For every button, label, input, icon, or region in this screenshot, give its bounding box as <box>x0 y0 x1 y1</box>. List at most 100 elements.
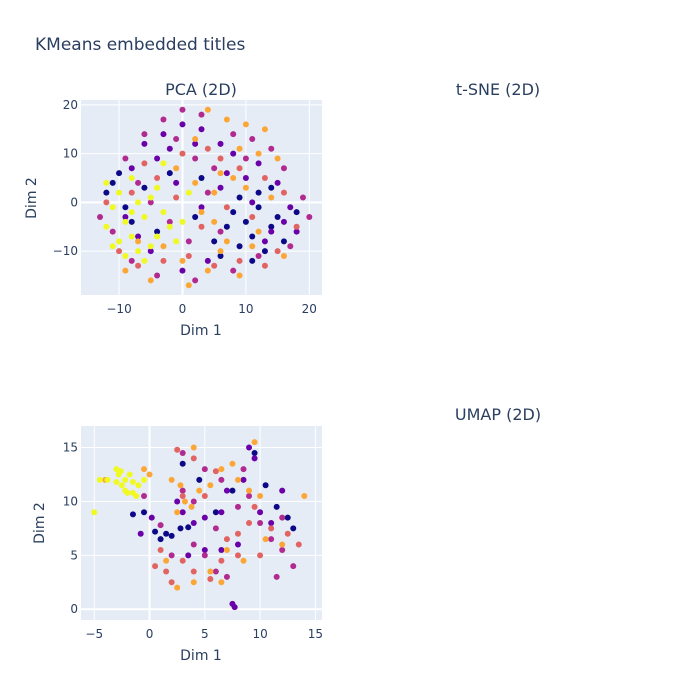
umap-point-cluster-4 <box>257 493 264 500</box>
umap-point-cluster-1 <box>218 546 225 553</box>
pca-point-cluster-1 <box>242 175 249 181</box>
pca-xtick-label: 0 <box>179 302 187 316</box>
pca-point-cluster-3 <box>261 262 268 269</box>
umap-point-cluster-2 <box>179 449 186 456</box>
umap-point-cluster-5 <box>118 482 125 489</box>
umap-point-cluster-2 <box>168 552 175 559</box>
umap-point-cluster-1 <box>223 487 230 494</box>
pca-point-cluster-5 <box>160 160 167 167</box>
pca-ytick-label: 0 <box>70 195 78 209</box>
pca-point-cluster-2 <box>109 228 116 235</box>
pca-point-cluster-4 <box>122 267 129 274</box>
umap-point-cluster-3 <box>163 568 170 575</box>
umap-point-cluster-4 <box>301 493 308 500</box>
umap-point-cluster-1 <box>246 444 253 451</box>
pca-point-cluster-2 <box>166 218 173 225</box>
pca-point-cluster-0 <box>280 238 287 245</box>
umap-point-cluster-3 <box>157 546 164 553</box>
umap-point-cluster-2 <box>212 525 219 532</box>
umap-gridlines <box>81 426 322 620</box>
pca-point-cluster-3 <box>179 150 186 157</box>
umap-point-cluster-0 <box>152 528 159 535</box>
umap-point-cluster-5 <box>126 471 133 478</box>
pca-point-cluster-4 <box>173 165 180 172</box>
pca-xlabel: Dim 1 <box>180 323 222 339</box>
pca-point-cluster-2 <box>147 199 154 206</box>
umap-point-cluster-1 <box>268 520 275 526</box>
pca-point-cluster-2 <box>192 155 199 162</box>
pca-point-cluster-3 <box>261 175 268 181</box>
umap-point-cluster-4 <box>251 439 258 446</box>
pca-gridlines <box>81 100 322 295</box>
umap-point-cluster-4 <box>188 503 195 510</box>
pca-point-cluster-4 <box>135 238 142 245</box>
pca-point-cluster-2 <box>192 277 199 284</box>
pca-point-cluster-1 <box>135 233 142 240</box>
umap-point-cluster-1 <box>185 552 192 559</box>
umap-point-cluster-0 <box>251 449 258 456</box>
pca-point-cluster-3 <box>185 253 192 259</box>
umap-point-cluster-3 <box>268 525 275 532</box>
umap-point-cluster-4 <box>174 584 181 591</box>
umap-point-cluster-3 <box>190 455 197 462</box>
umap-point-cluster-4 <box>246 487 253 494</box>
pca-point-cluster-0 <box>223 223 230 230</box>
umap-point-cluster-1 <box>174 498 181 505</box>
pca-point-cluster-2 <box>249 136 256 142</box>
umap-point-cluster-3 <box>190 568 197 575</box>
pca-point-cluster-1 <box>141 140 148 147</box>
umap-point-cluster-0 <box>290 525 297 532</box>
pca-point-cluster-4 <box>192 179 199 186</box>
pca-point-cluster-4 <box>211 218 218 225</box>
pca-point-cluster-0 <box>141 184 148 191</box>
umap-point-cluster-2 <box>240 466 247 473</box>
umap-ytick-label: 5 <box>70 548 78 562</box>
pca-xtick-label: −10 <box>106 302 131 316</box>
pca-point-cluster-1 <box>255 160 262 167</box>
umap-point-cluster-1 <box>257 509 264 516</box>
pca-ytick-label: −10 <box>53 244 78 258</box>
umap-point-cluster-2 <box>190 498 197 505</box>
pca-ytick-label: 20 <box>63 98 78 112</box>
pca-point-cluster-3 <box>154 175 161 181</box>
pca-point-cluster-4 <box>160 243 167 250</box>
pca-point-cluster-2 <box>217 228 224 235</box>
umap-point-cluster-1 <box>179 509 186 516</box>
umap-point-cluster-2 <box>157 522 164 529</box>
pca-point-cluster-4 <box>255 228 262 235</box>
pca-point-cluster-4 <box>242 184 249 191</box>
pca-point-cluster-0 <box>116 170 123 177</box>
pca-point-cluster-4 <box>280 253 287 259</box>
pca-point-cluster-3 <box>223 204 230 211</box>
umap-point-cluster-4 <box>207 568 214 575</box>
umap-point-cluster-4 <box>146 471 153 478</box>
umap-point-cluster-3 <box>174 446 181 453</box>
umap-point-cluster-5 <box>91 509 98 516</box>
umap-title: UMAP (2D) <box>455 405 541 424</box>
pca-point-cluster-3 <box>204 145 211 152</box>
pca-point-cluster-5 <box>135 199 142 206</box>
umap-xtick-label: 10 <box>252 627 267 641</box>
pca-point-cluster-0 <box>198 175 205 181</box>
umap-point-cluster-2 <box>179 487 186 494</box>
pca-point-cluster-1 <box>147 248 154 255</box>
pca-point-cluster-4 <box>268 194 275 201</box>
umap-point-cluster-2 <box>279 514 286 521</box>
pca-point-cluster-1 <box>179 267 186 274</box>
pca-point-cluster-0 <box>230 209 237 216</box>
pca-point-cluster-1 <box>230 150 237 157</box>
umap-ytick-label: 15 <box>63 441 78 455</box>
pca-point-cluster-1 <box>154 155 161 162</box>
pca-point-cluster-2 <box>128 257 135 264</box>
pca-point-cluster-3 <box>293 223 300 230</box>
pca-point-cluster-4 <box>204 267 211 274</box>
umap-point-cluster-2 <box>279 546 286 553</box>
pca-point-cluster-5 <box>147 194 154 201</box>
pca-point-cluster-0 <box>242 218 249 225</box>
umap-point-cluster-5 <box>141 476 148 483</box>
pca-point-cluster-1 <box>249 199 256 206</box>
umap-point-cluster-2 <box>141 493 148 500</box>
pca-point-cluster-0 <box>211 238 218 245</box>
umap-point-cluster-3 <box>246 520 253 526</box>
pca-point-cluster-5 <box>179 218 186 225</box>
